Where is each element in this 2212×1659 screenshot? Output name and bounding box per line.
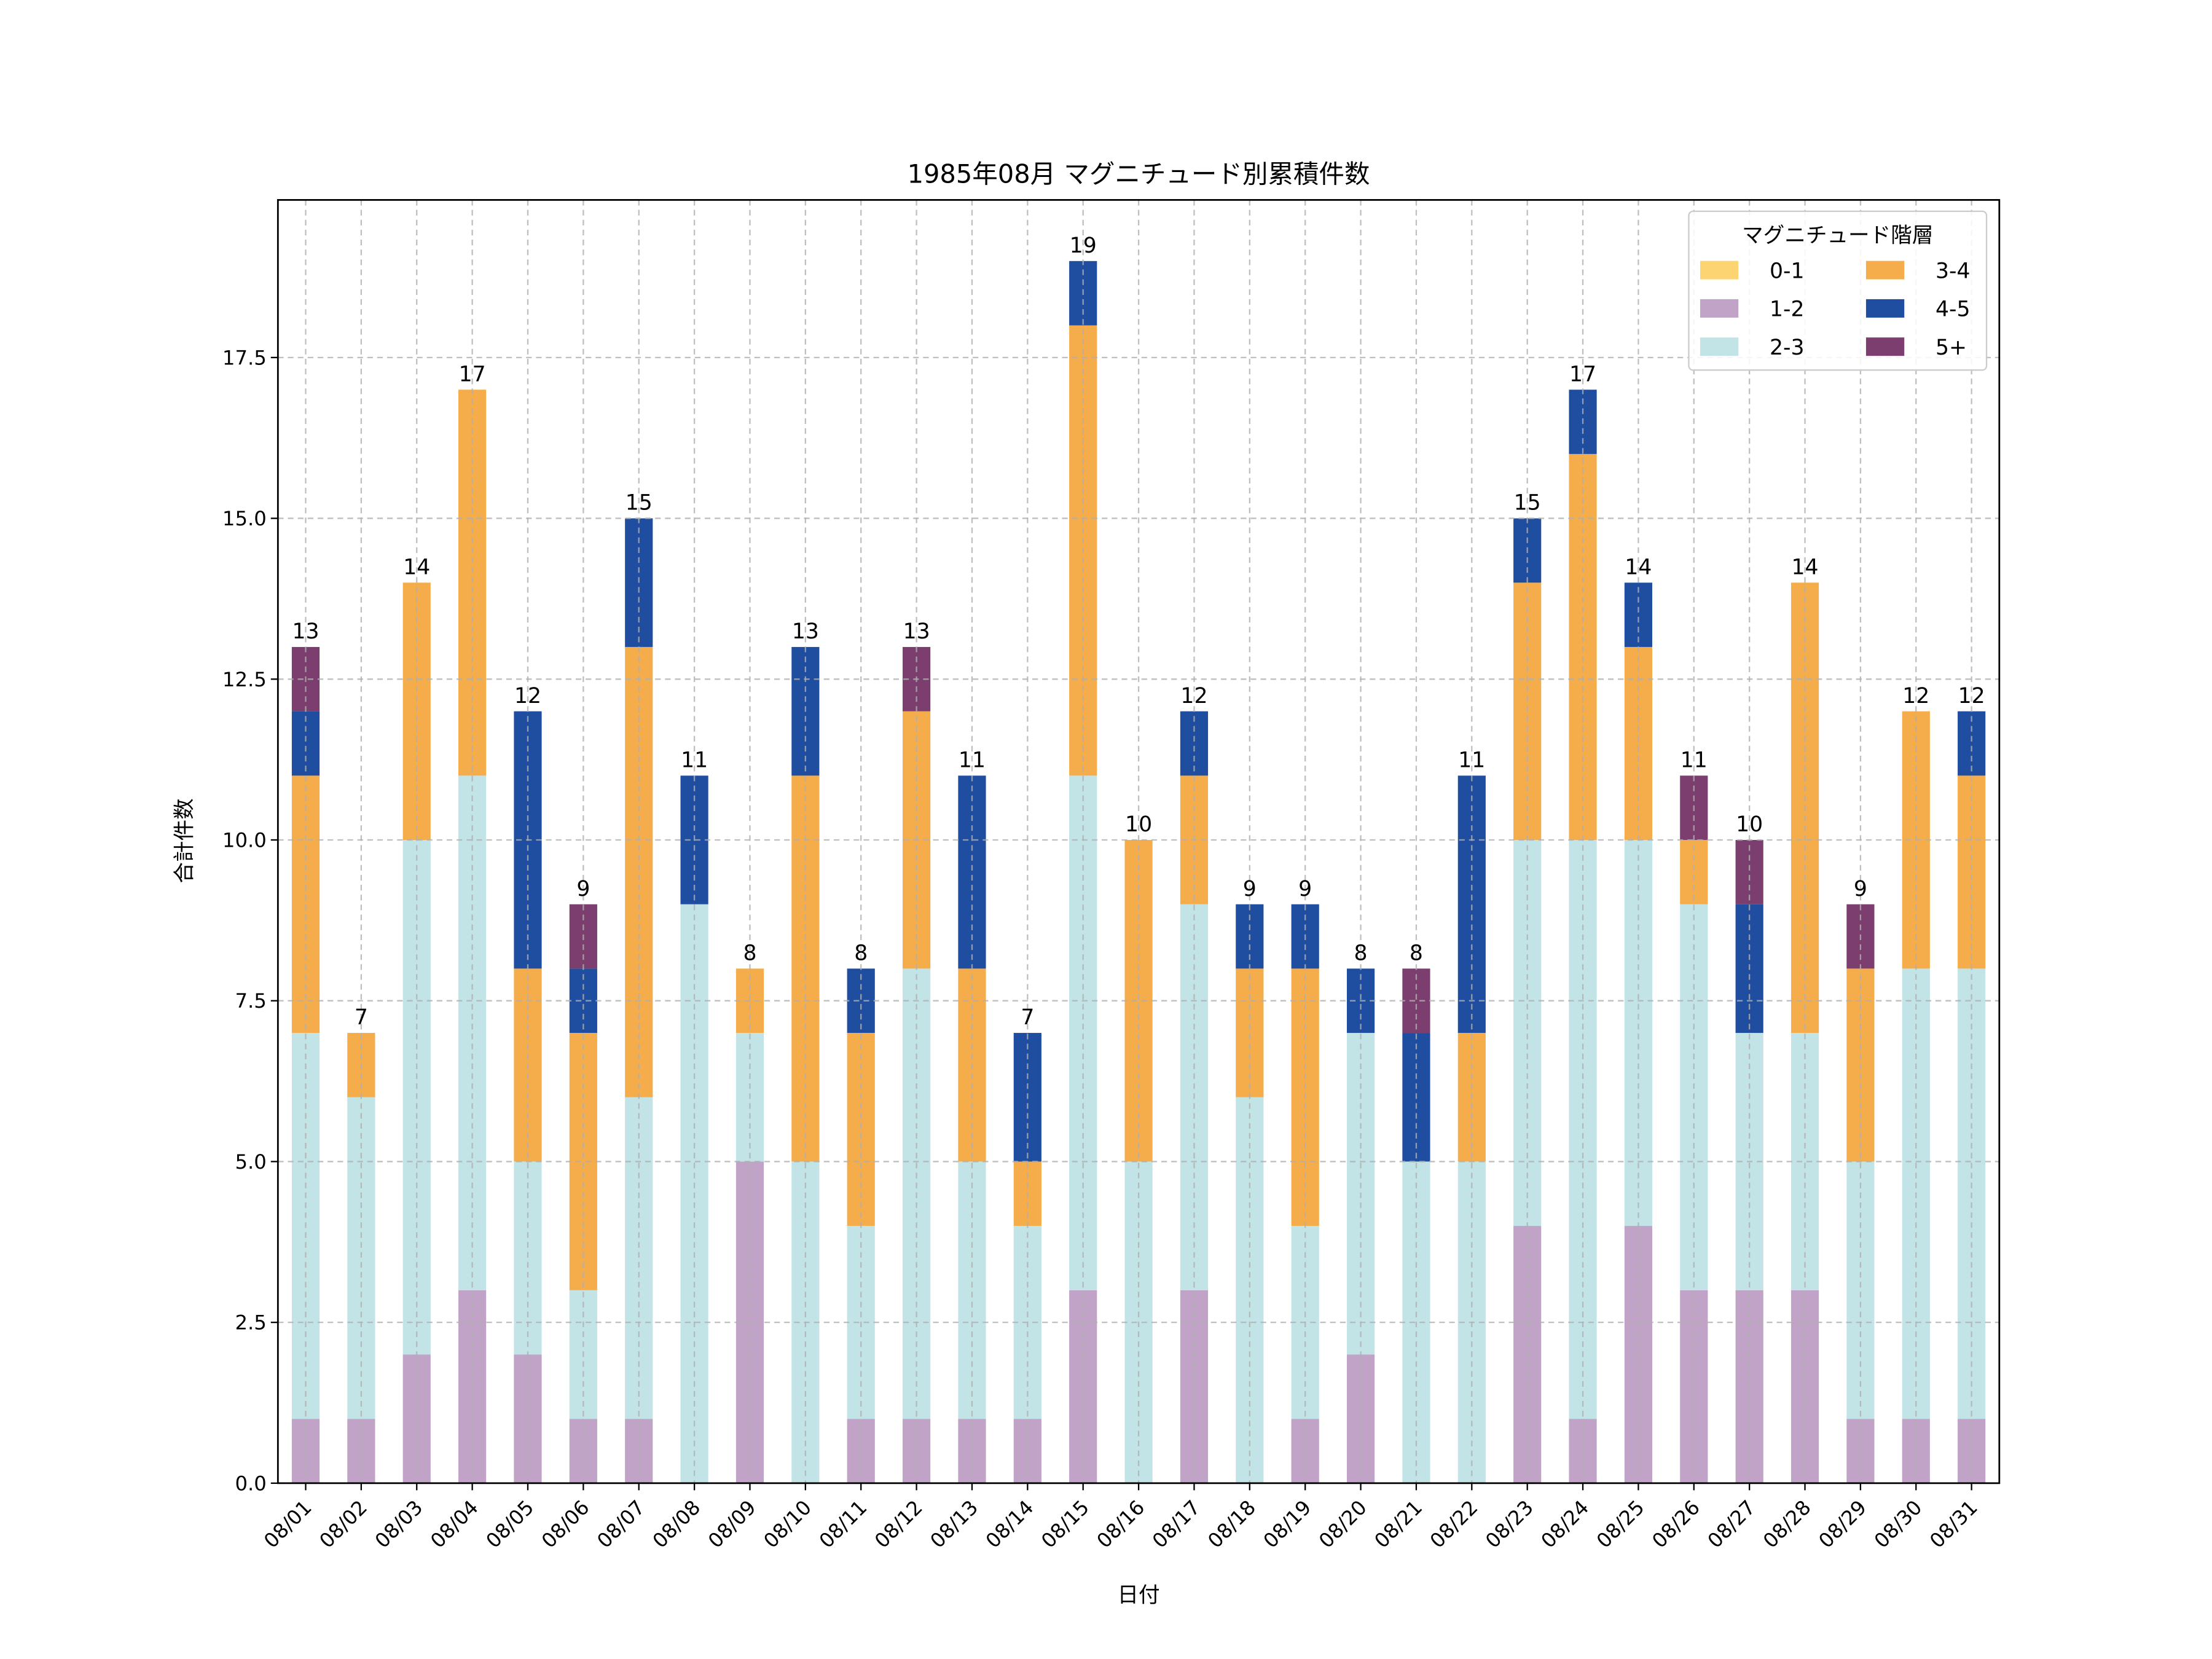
bar-segment-2-3 <box>1513 839 1542 1226</box>
total-label: 9 <box>1298 877 1312 901</box>
total-label: 15 <box>626 491 653 516</box>
total-label: 12 <box>1958 684 1985 708</box>
legend-title: マグニチュード階層 <box>1742 224 1933 248</box>
grid-lines <box>278 200 1999 1484</box>
legend-swatch-0-1 <box>1700 261 1739 280</box>
y-axis-label: 合計件数 <box>173 798 197 883</box>
y-tick-label: 17.5 <box>222 346 267 369</box>
legend-swatch-5+ <box>1865 337 1905 356</box>
bar-segment-3-4 <box>625 646 653 1097</box>
total-label: 10 <box>1125 812 1152 837</box>
total-label: 10 <box>1736 812 1763 837</box>
legend-label-3-4: 3-4 <box>1936 259 1971 283</box>
bar-segment-4-5 <box>1958 711 1986 776</box>
total-label: 11 <box>1458 748 1485 772</box>
bar-segment-4-5 <box>1180 711 1209 776</box>
legend: マグニチュード階層 0-1 1-2 2-3 3-4 4-5 5+ <box>1688 210 1988 371</box>
legend-label-1-2: 1-2 <box>1770 297 1805 322</box>
total-label: 14 <box>403 555 430 579</box>
y-tick-label: 15.0 <box>222 507 267 530</box>
total-label: 13 <box>903 619 930 644</box>
total-label: 11 <box>1681 748 1708 772</box>
total-label: 13 <box>792 619 819 644</box>
x-axis-label: 日付 <box>1117 1583 1159 1608</box>
total-label: 8 <box>1354 941 1368 966</box>
y-tick-label: 5.0 <box>235 1150 266 1174</box>
y-tick-label: 2.5 <box>235 1311 266 1335</box>
bar-segment-4-5 <box>1624 582 1653 647</box>
total-label: 12 <box>514 684 541 708</box>
total-label: 14 <box>1792 555 1819 579</box>
total-label: 12 <box>1180 684 1207 708</box>
total-label: 9 <box>1854 877 1867 901</box>
chart-title: 1985年08月 マグニチュード別累積件数 <box>908 159 1370 189</box>
total-label: 7 <box>355 1005 368 1030</box>
total-label: 11 <box>681 748 708 772</box>
legend-label-0-1: 0-1 <box>1770 259 1805 283</box>
total-labels: 13 7 14 17 12 9 15 11 8 13 8 13 11 7 19 10 12 9 9 8 8 11 15 17 1… <box>292 233 1985 1030</box>
legend-swatch-1-2 <box>1700 299 1739 318</box>
total-label: 7 <box>1021 1005 1034 1030</box>
total-label: 17 <box>1569 362 1596 386</box>
legend-label-5+: 5+ <box>1936 335 1967 360</box>
total-label: 9 <box>576 877 590 901</box>
total-label: 12 <box>1902 684 1929 708</box>
y-tick-label: 7.5 <box>235 989 266 1013</box>
legend-label-2-3: 2-3 <box>1770 335 1805 360</box>
total-label: 8 <box>1410 941 1423 966</box>
y-tick-label: 10.0 <box>222 829 267 852</box>
legend-label-4-5: 4-5 <box>1936 297 1971 322</box>
total-label: 9 <box>1243 877 1257 901</box>
y-tick-label: 12.5 <box>222 668 267 691</box>
legend-swatch-3-4 <box>1865 261 1905 280</box>
bar-segment-2-3 <box>1236 1097 1264 1483</box>
total-label: 13 <box>292 619 319 644</box>
y-tick-label: 0.0 <box>235 1472 266 1495</box>
bar-segment-2-3 <box>958 1161 986 1419</box>
legend-box <box>1688 210 1988 371</box>
y-axis: 0.0 2.5 5.0 7.5 10.0 12.5 15.0 17.5 <box>222 346 278 1495</box>
total-label: 8 <box>743 941 756 966</box>
total-label: 8 <box>854 941 868 966</box>
legend-swatch-4-5 <box>1865 299 1905 318</box>
total-label: 11 <box>959 748 986 772</box>
bar-segment-3-4 <box>569 1033 597 1290</box>
bar-segment-2-3 <box>1846 1161 1875 1419</box>
bar-segment-2-3 <box>1790 1033 1819 1290</box>
total-label: 19 <box>1070 233 1097 258</box>
total-label: 17 <box>459 362 486 386</box>
total-label: 14 <box>1625 555 1652 579</box>
bar-segment-4-5 <box>291 711 320 776</box>
legend-swatch-2-3 <box>1700 337 1739 356</box>
total-label: 15 <box>1514 491 1541 516</box>
